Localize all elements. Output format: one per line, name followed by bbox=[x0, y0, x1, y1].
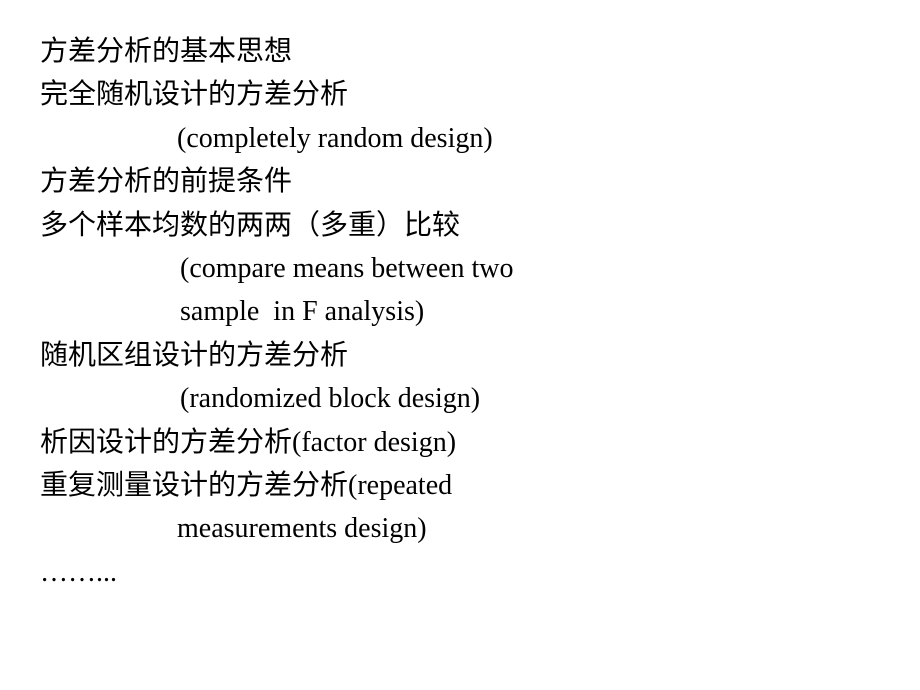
text-line-indented: measurements design) bbox=[40, 507, 880, 550]
text-line: 完全随机设计的方差分析 bbox=[40, 73, 880, 116]
text-line-indented: (compare means between two bbox=[40, 247, 880, 290]
slide-content: 方差分析的基本思想 完全随机设计的方差分析 (completely random… bbox=[40, 30, 880, 594]
text-line: 多个样本均数的两两（多重）比较 bbox=[40, 204, 880, 247]
text-line: ……... bbox=[40, 551, 880, 594]
text-line-indented: (randomized block design) bbox=[40, 377, 880, 420]
text-line: 重复测量设计的方差分析(repeated bbox=[40, 464, 880, 507]
text-line-indented: (completely random design) bbox=[40, 117, 880, 160]
text-line: 随机区组设计的方差分析 bbox=[40, 334, 880, 377]
text-line: 析因设计的方差分析(factor design) bbox=[40, 421, 880, 464]
text-line: 方差分析的前提条件 bbox=[40, 160, 880, 203]
text-line: 方差分析的基本思想 bbox=[40, 30, 880, 73]
text-line-indented: sample in F analysis) bbox=[40, 290, 880, 333]
